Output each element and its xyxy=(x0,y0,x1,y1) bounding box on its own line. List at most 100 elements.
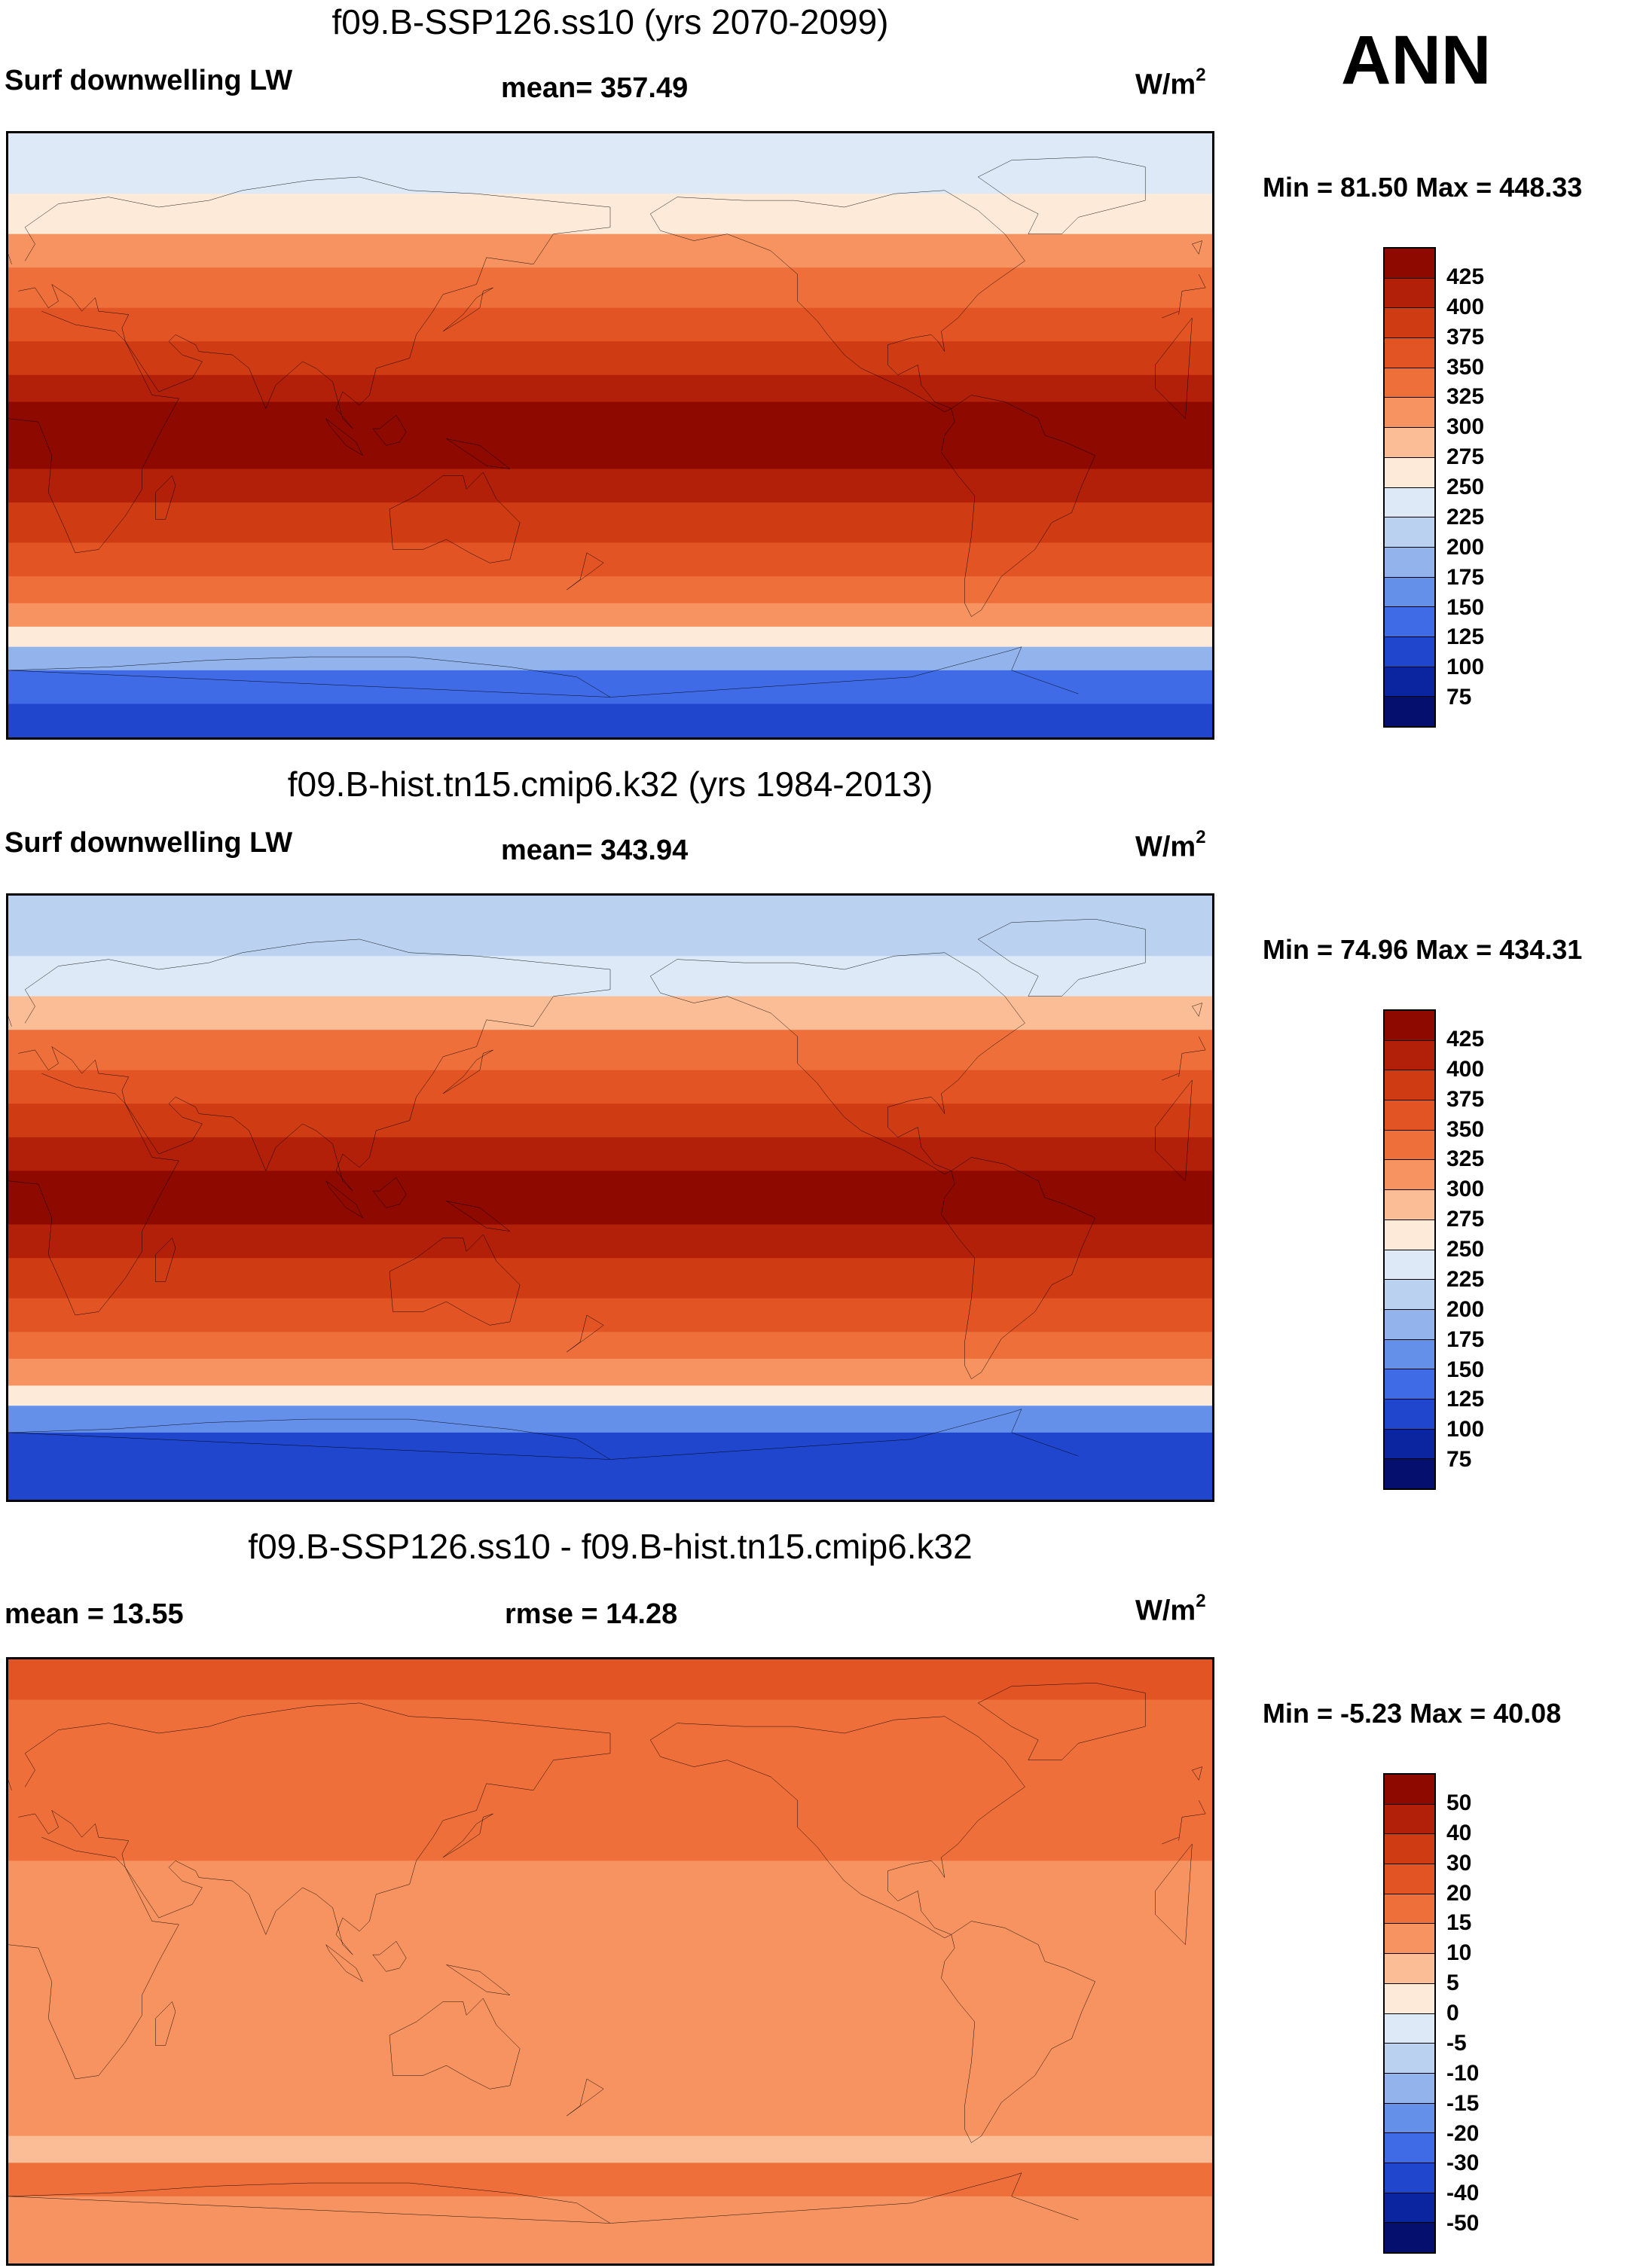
latitude-band xyxy=(8,1385,1212,1407)
coastline xyxy=(326,1181,363,1218)
colorbar-tick-label: 15 xyxy=(1446,1910,1472,1936)
coastline xyxy=(567,553,603,590)
coastline xyxy=(155,1238,176,1281)
panel-3-minmax: Min = -5.23 Max = 40.08 xyxy=(1263,1698,1562,1729)
coastline xyxy=(650,191,1025,412)
colorbar-swatch xyxy=(1385,636,1434,667)
panel-3-colorbar xyxy=(1383,1773,1436,2254)
panel-2-units-text: W/m xyxy=(1135,831,1196,863)
colorbar-swatch xyxy=(1385,1011,1434,1041)
coastline xyxy=(8,647,1078,697)
colorbar-swatch xyxy=(1385,278,1434,309)
panel-3-title: f09.B-SSP126.ss10 - f09.B-hist.tn15.cmip… xyxy=(248,1527,973,1566)
latitude-band xyxy=(8,996,1212,1031)
panel-1-minmax: Min = 81.50 Max = 448.33 xyxy=(1263,172,1583,203)
colorbar-tick-label: 30 xyxy=(1446,1850,1472,1876)
latitude-band xyxy=(8,1070,1212,1105)
panel-2-colorbar xyxy=(1383,1009,1436,1490)
colorbar-tick-label: -30 xyxy=(1446,2150,1480,2176)
coastline xyxy=(8,2173,1078,2224)
coastline xyxy=(389,1235,520,1325)
colorbar-swatch xyxy=(1385,338,1434,368)
colorbar-swatch xyxy=(1385,2133,1434,2163)
latitude-band xyxy=(8,1860,1212,1922)
latitude-band xyxy=(8,1103,1212,1139)
latitude-band xyxy=(8,603,1212,628)
panel-1-map xyxy=(6,131,1214,740)
panel-2-units-sup: 2 xyxy=(1196,827,1206,847)
latitude-band xyxy=(8,646,1212,672)
coastline xyxy=(18,177,1208,429)
colorbar-tick-label: 250 xyxy=(1446,1237,1485,1262)
colorbar-swatch xyxy=(1385,1100,1434,1131)
colorbar-tick-label: 325 xyxy=(1446,1146,1485,1172)
colorbar-swatch xyxy=(1385,249,1434,279)
coastline xyxy=(155,475,176,519)
coastline xyxy=(373,1177,406,1207)
latitude-band xyxy=(8,267,1212,310)
coastline xyxy=(446,438,509,469)
coastline xyxy=(978,1683,1145,1760)
colorbar-tick-label: -10 xyxy=(1446,2060,1480,2086)
coastline xyxy=(373,415,406,445)
latitude-band xyxy=(8,542,1212,578)
colorbar-swatch xyxy=(1385,1864,1434,1894)
latitude-band xyxy=(8,2196,1212,2231)
colorbar-tick-label: 75 xyxy=(1446,1447,1472,1473)
coastline xyxy=(567,2079,603,2116)
colorbar-swatch xyxy=(1385,368,1434,398)
colorbar-swatch xyxy=(1385,1250,1434,1281)
colorbar-tick-label: 275 xyxy=(1446,1207,1485,1232)
colorbar-tick-label: 100 xyxy=(1446,1417,1485,1442)
colorbar-swatch xyxy=(1385,547,1434,578)
panel-3-units-text: W/m xyxy=(1135,1595,1196,1627)
latitude-band xyxy=(8,670,1212,705)
colorbar-tick-label: 10 xyxy=(1446,1940,1472,1966)
latitude-band xyxy=(8,341,1212,377)
latitude-band xyxy=(8,1332,1212,1360)
colorbar-swatch xyxy=(1385,577,1434,608)
colorbar-swatch xyxy=(1385,2073,1434,2104)
latitude-band xyxy=(8,1358,1212,1387)
latitude-band xyxy=(8,2135,1212,2164)
coastline xyxy=(8,1409,1078,1460)
colorbar-tick-label: 400 xyxy=(1446,294,1485,319)
colorbar-tick-label: 5 xyxy=(1446,1970,1459,1996)
colorbar-swatch xyxy=(1385,2013,1434,2044)
panel-3-units: W/m2 xyxy=(1135,1591,1206,1628)
colorbar-swatch xyxy=(1385,1040,1434,1071)
latitude-band xyxy=(8,1432,1212,1467)
colorbar-swatch xyxy=(1385,308,1434,339)
colorbar-swatch xyxy=(1385,1130,1434,1161)
coastline xyxy=(8,1767,1202,1790)
colorbar-tick-label: 20 xyxy=(1446,1880,1472,1906)
latitude-band xyxy=(8,1921,1212,1963)
coastline xyxy=(8,1073,1192,1315)
latitude-band xyxy=(8,502,1212,544)
coastline xyxy=(941,395,1095,617)
season-label: ANN xyxy=(1341,22,1492,99)
colorbar-tick-label: 150 xyxy=(1446,1357,1485,1382)
coastline xyxy=(8,1837,1192,2079)
colorbar-tick-label: 75 xyxy=(1446,685,1472,710)
coastline xyxy=(650,953,1025,1174)
colorbar-swatch xyxy=(1385,1309,1434,1340)
colorbar-swatch xyxy=(1385,1834,1434,1865)
panel-1-colorbar xyxy=(1383,247,1436,728)
latitude-band xyxy=(8,234,1212,269)
colorbar-tick-label: 300 xyxy=(1446,414,1485,440)
colorbar-tick-label: 375 xyxy=(1446,1086,1485,1112)
panel-3-colorbar-labels: 50 40 30 20 15 10 5 0 -5 -10 -15 -20 -30 -40 -50 xyxy=(1446,1773,1537,2254)
latitude-band xyxy=(8,1224,1212,1259)
coastline xyxy=(326,1945,363,1982)
colorbar-tick-label: 350 xyxy=(1446,1116,1485,1142)
panel-2-title: f09.B-hist.tn15.cmip6.k32 (yrs 1984-2013… xyxy=(287,765,933,804)
coastline xyxy=(446,1201,509,1231)
colorbar-swatch xyxy=(1385,1190,1434,1220)
latitude-band xyxy=(8,1137,1212,1172)
colorbar-swatch xyxy=(1385,607,1434,637)
colorbar-tick-label: 425 xyxy=(1446,1026,1485,1052)
colorbar-tick-label: 200 xyxy=(1446,534,1485,560)
colorbar-tick-label: 125 xyxy=(1446,1387,1485,1412)
coastline xyxy=(326,419,363,456)
